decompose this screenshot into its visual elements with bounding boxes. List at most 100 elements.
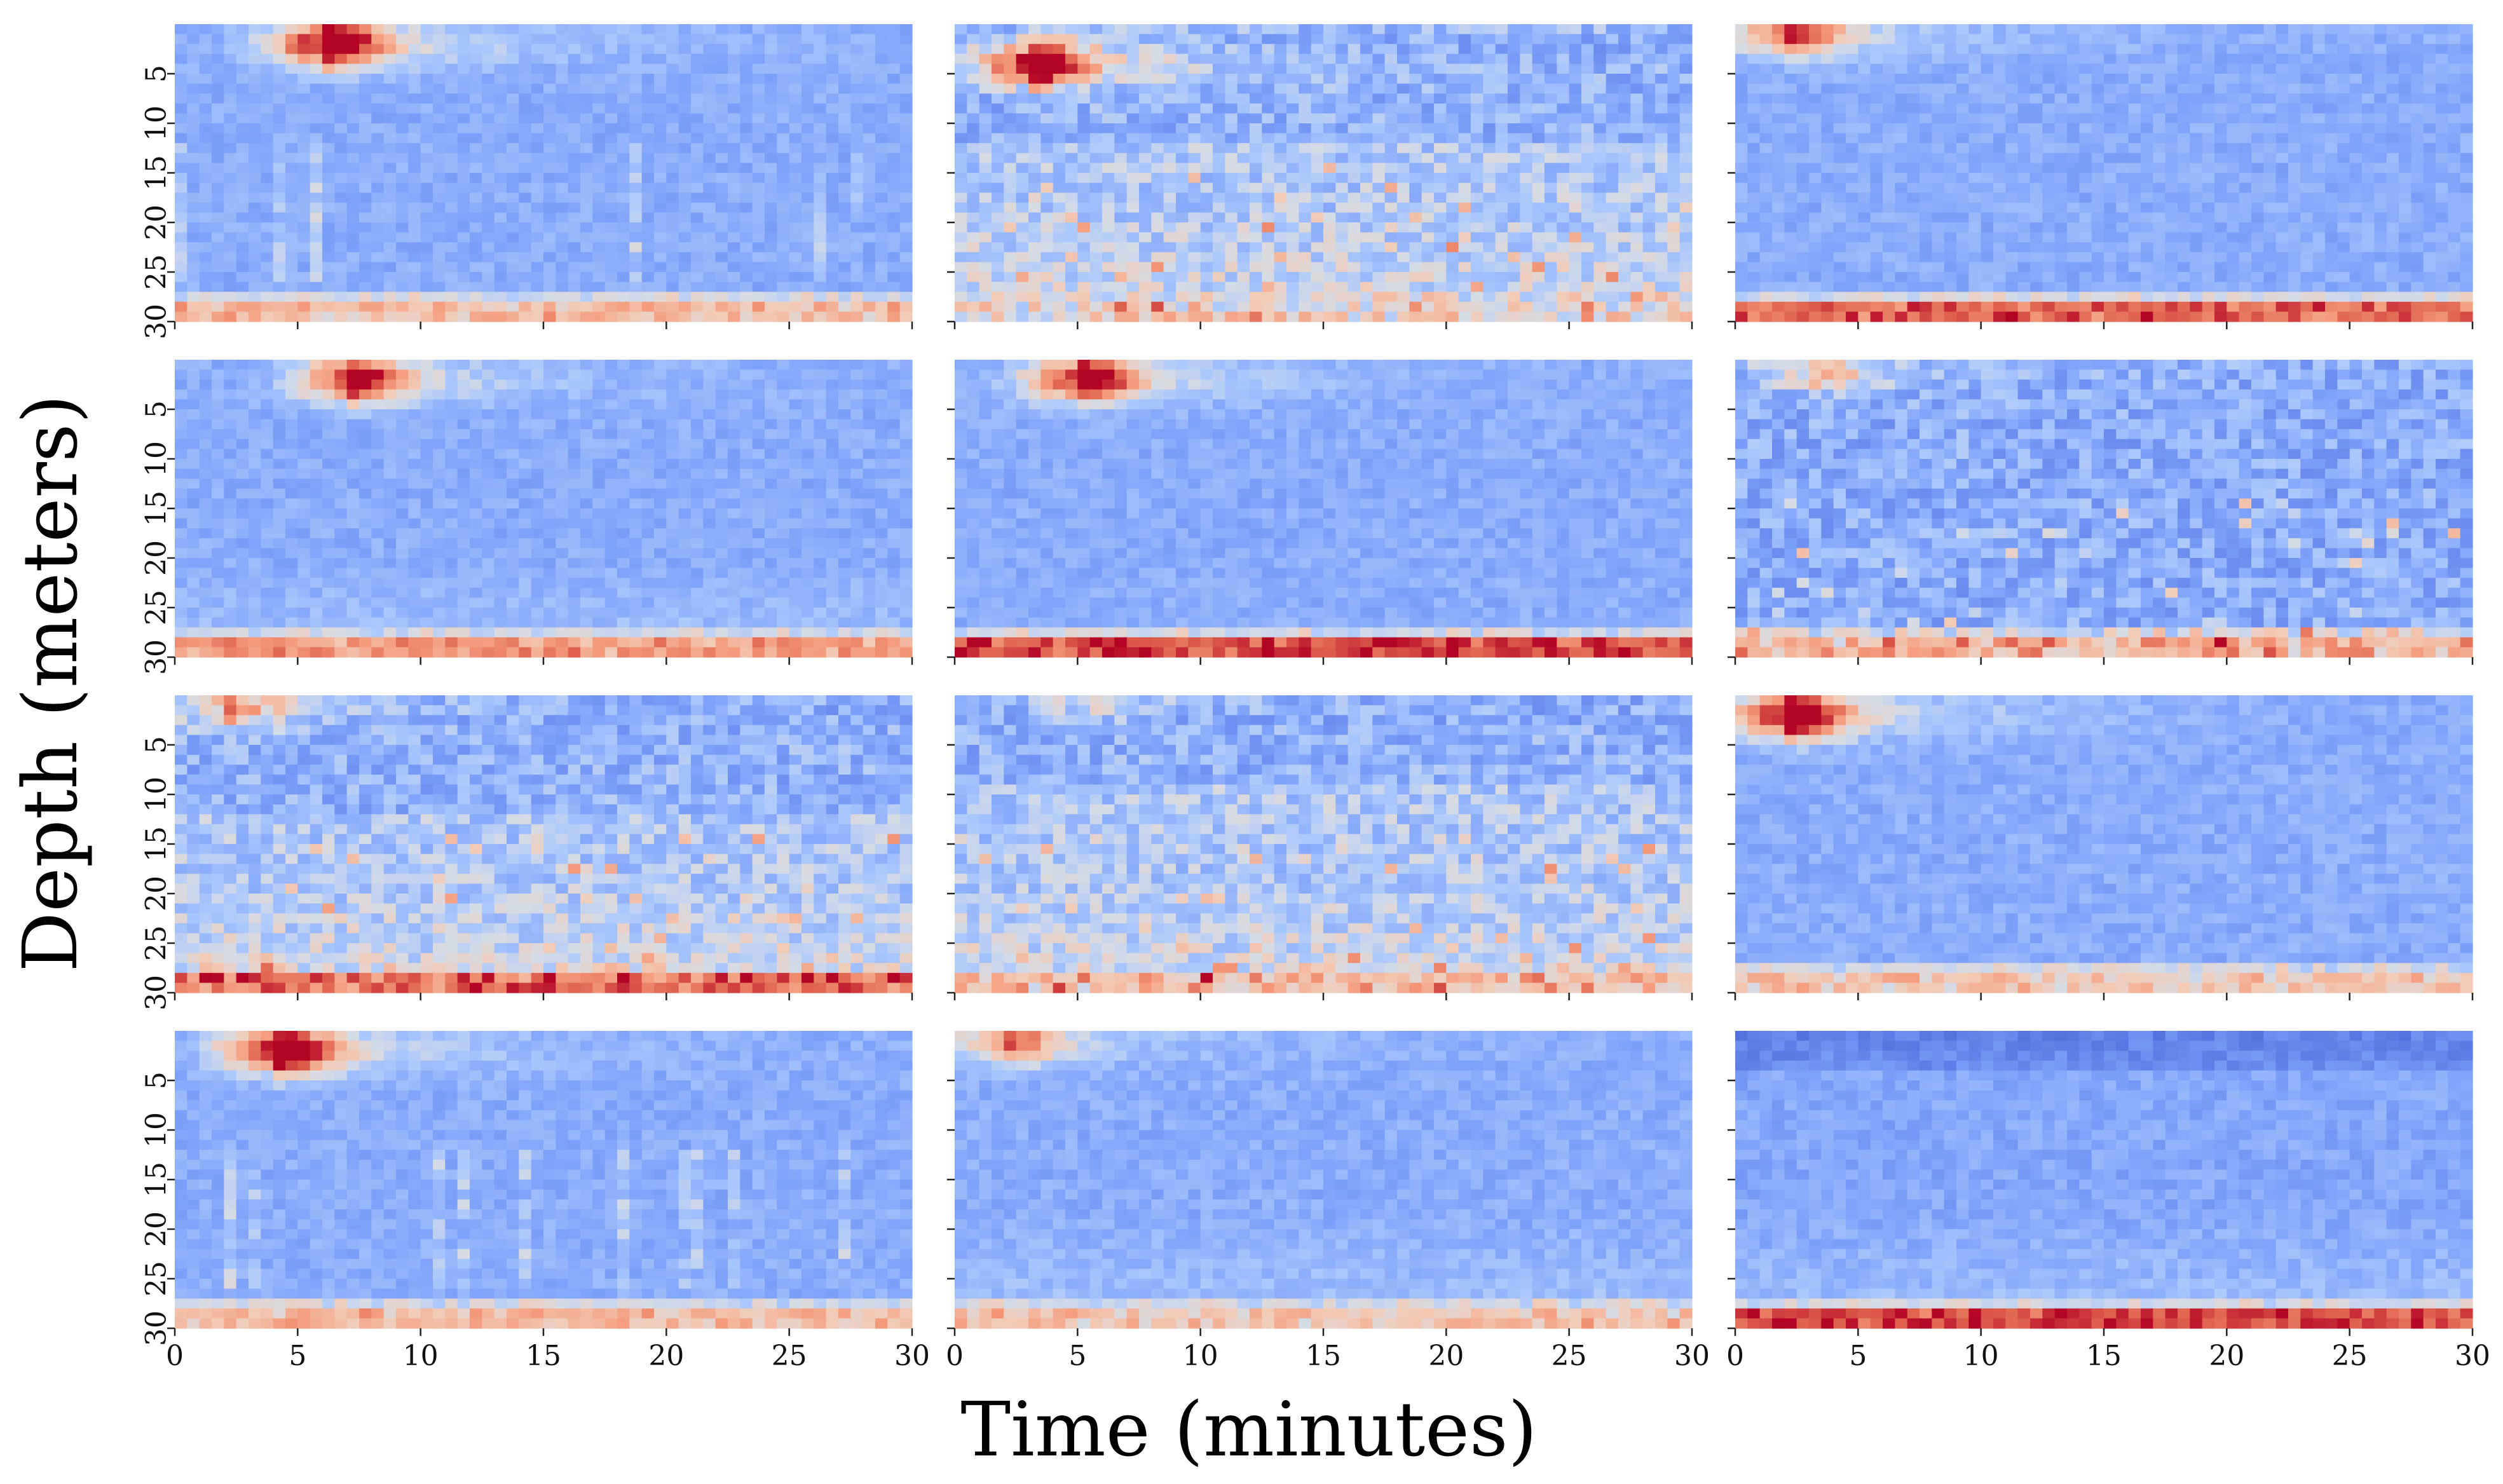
heatmap-cell bbox=[1784, 232, 1797, 243]
heatmap-cell bbox=[408, 83, 421, 94]
heatmap-cell bbox=[1347, 53, 1361, 64]
heatmap-cell bbox=[2374, 182, 2387, 193]
heatmap-cell bbox=[1508, 93, 1520, 104]
heatmap-cell bbox=[814, 93, 827, 104]
heatmap-cell bbox=[1040, 123, 1054, 134]
heatmap-cell bbox=[1846, 44, 1858, 55]
heatmap-cell bbox=[1870, 232, 1883, 243]
heatmap-cell bbox=[1004, 83, 1017, 94]
heatmap-cell bbox=[1237, 83, 1250, 94]
heatmap-cell bbox=[814, 262, 827, 273]
heatmap-cell bbox=[752, 64, 765, 74]
heatmap-cell bbox=[1360, 103, 1373, 114]
heatmap-cell bbox=[1384, 232, 1398, 243]
heatmap-cell bbox=[2239, 222, 2252, 233]
heatmap-cell bbox=[224, 262, 237, 273]
heatmap-cell bbox=[967, 163, 980, 174]
heatmap-cell bbox=[1944, 83, 1957, 94]
heatmap-cell bbox=[556, 113, 569, 124]
heatmap-cell bbox=[1053, 53, 1066, 64]
heatmap-cell bbox=[2374, 44, 2387, 55]
heatmap-cell bbox=[1458, 222, 1471, 233]
heatmap-cell bbox=[678, 163, 692, 174]
heatmap-cell bbox=[887, 74, 901, 85]
heatmap-cell bbox=[2116, 133, 2129, 144]
heatmap-cell bbox=[1508, 34, 1520, 44]
heatmap-cell bbox=[285, 311, 298, 322]
heatmap-cell bbox=[1089, 44, 1103, 55]
heatmap-cell bbox=[863, 202, 876, 213]
heatmap-cell bbox=[629, 143, 643, 154]
heatmap-cell bbox=[1747, 113, 1761, 124]
heatmap-cell bbox=[967, 53, 980, 64]
heatmap-cell bbox=[543, 113, 556, 124]
heatmap-cell bbox=[1299, 143, 1312, 154]
heatmap-cell bbox=[494, 193, 507, 203]
heatmap-cell bbox=[2178, 113, 2190, 124]
heatmap-cell bbox=[1347, 24, 1361, 35]
heatmap-cell bbox=[2423, 163, 2436, 174]
heatmap-cell bbox=[641, 282, 655, 292]
heatmap-cell bbox=[1642, 202, 1656, 213]
heatmap-cell bbox=[789, 272, 802, 283]
heatmap-cell bbox=[2300, 113, 2314, 124]
heatmap-cell bbox=[2005, 93, 2019, 104]
heatmap-cell bbox=[875, 282, 888, 292]
heatmap-cell bbox=[1446, 93, 1459, 104]
heatmap-cell bbox=[1311, 292, 1324, 303]
heatmap-cell bbox=[2178, 64, 2190, 74]
heatmap-cell bbox=[703, 232, 716, 243]
heatmap-cell bbox=[396, 153, 409, 163]
heatmap-cell bbox=[1262, 143, 1275, 154]
heatmap-cell bbox=[801, 311, 814, 322]
heatmap-cell bbox=[2399, 103, 2411, 114]
heatmap-cell bbox=[678, 272, 692, 283]
heatmap-cell bbox=[1495, 24, 1508, 35]
heatmap-cell bbox=[1944, 44, 1957, 55]
heatmap-cell bbox=[1471, 202, 1483, 213]
heatmap-cell bbox=[1311, 202, 1324, 213]
heatmap-cell bbox=[1907, 93, 1920, 104]
heatmap-cell bbox=[2091, 34, 2104, 44]
heatmap-cell bbox=[1895, 242, 1908, 253]
heatmap-cell bbox=[531, 64, 544, 74]
heatmap-cell bbox=[1956, 173, 1969, 184]
heatmap-cell bbox=[1981, 173, 1994, 184]
heatmap-cell bbox=[297, 272, 311, 283]
heatmap-cell bbox=[396, 53, 409, 64]
heatmap-cell bbox=[1434, 222, 1447, 233]
heatmap-cell bbox=[1004, 301, 1017, 312]
heatmap-cell bbox=[1089, 232, 1103, 243]
heatmap-cell bbox=[1557, 301, 1570, 312]
heatmap-cell bbox=[494, 232, 507, 243]
heatmap-cell bbox=[629, 113, 643, 124]
heatmap-cell bbox=[1176, 232, 1189, 243]
heatmap-cell bbox=[224, 93, 237, 104]
heatmap-cell bbox=[1434, 232, 1447, 243]
heatmap-cell bbox=[1176, 83, 1189, 94]
heatmap-cell bbox=[1557, 163, 1570, 174]
heatmap-cell bbox=[1858, 44, 1871, 55]
heatmap-cell bbox=[2202, 24, 2215, 35]
heatmap-cell bbox=[383, 311, 397, 322]
heatmap-cell bbox=[2054, 212, 2068, 223]
heatmap-cell bbox=[2104, 123, 2117, 134]
heatmap-cell bbox=[1618, 34, 1631, 44]
heatmap-cell bbox=[2042, 44, 2056, 55]
heatmap-cell bbox=[2251, 93, 2264, 104]
heatmap-cell bbox=[470, 282, 482, 292]
heatmap-cell bbox=[1040, 44, 1054, 55]
heatmap-cell bbox=[887, 153, 901, 163]
heatmap-cell bbox=[1630, 103, 1644, 114]
heatmap-cell bbox=[261, 123, 274, 134]
heatmap-cell bbox=[1176, 301, 1189, 312]
heatmap-cell bbox=[531, 133, 544, 144]
heatmap-cell bbox=[715, 93, 728, 104]
heatmap-cell bbox=[420, 311, 433, 322]
heatmap-cell bbox=[2239, 74, 2252, 85]
heatmap-cell bbox=[396, 222, 409, 233]
heatmap-cell bbox=[2227, 64, 2240, 74]
heatmap-cell bbox=[1311, 103, 1324, 114]
heatmap-cell bbox=[457, 64, 470, 74]
heatmap-cell bbox=[678, 242, 692, 253]
